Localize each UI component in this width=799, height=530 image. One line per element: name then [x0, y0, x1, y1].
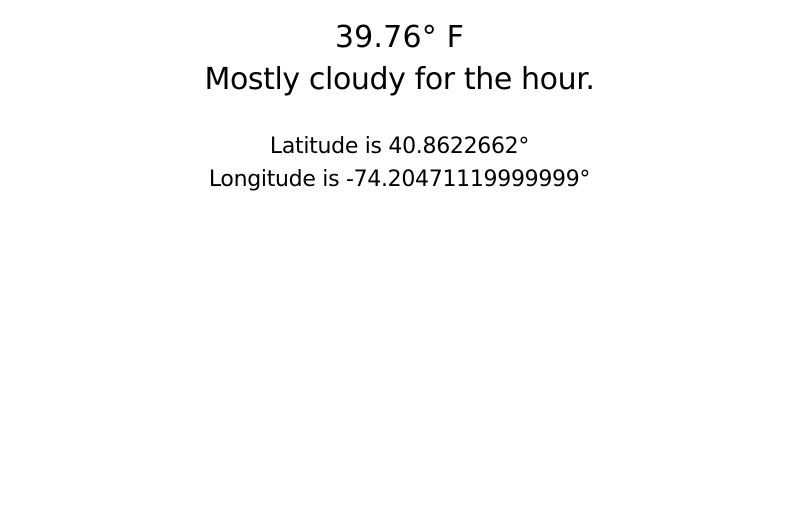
coordinates-block: Latitude is 40.8622662° Longitude is -74…: [0, 130, 799, 196]
latitude-text: Latitude is 40.8622662°: [269, 134, 530, 159]
temperature-reading: 39.76° F: [334, 20, 465, 55]
weather-panel: 39.76° F Mostly cloudy for the hour. Lat…: [0, 0, 799, 196]
longitude-text: Longitude is -74.20471119999999°: [208, 167, 591, 192]
weather-summary: Mostly cloudy for the hour.: [204, 62, 595, 97]
